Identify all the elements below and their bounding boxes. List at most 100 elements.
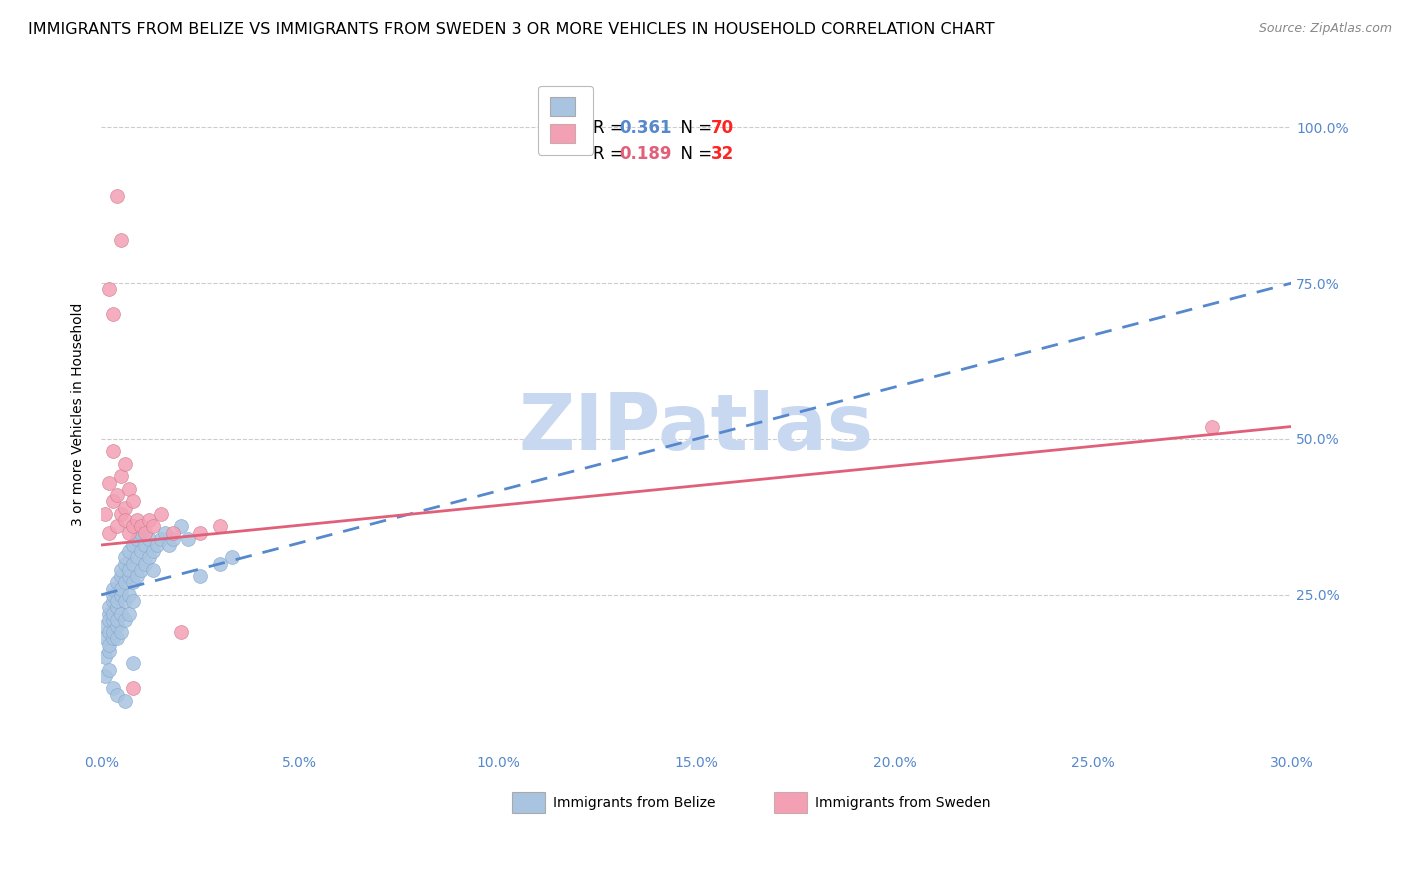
Point [169, 625, 191, 640]
Point [153, 525, 176, 540]
Point [114, 550, 136, 565]
Point [122, 494, 145, 508]
Point [149, 507, 172, 521]
Point [114, 500, 136, 515]
Text: IMMIGRANTS FROM BELIZE VS IMMIGRANTS FROM SWEDEN 3 OR MORE VEHICLES IN HOUSEHOLD: IMMIGRANTS FROM BELIZE VS IMMIGRANTS FRO… [28, 22, 995, 37]
Point [101, 307, 124, 321]
Point [118, 563, 141, 577]
Point [98, 475, 121, 490]
Point [122, 538, 145, 552]
Point [142, 563, 165, 577]
Point [114, 513, 136, 527]
Point [101, 613, 124, 627]
Y-axis label: 3 or more Vehicles in Household: 3 or more Vehicles in Household [72, 302, 86, 525]
FancyBboxPatch shape [773, 792, 807, 814]
Point [129, 563, 152, 577]
Text: N =: N = [671, 145, 717, 162]
Point [145, 538, 167, 552]
Point [101, 625, 124, 640]
Point [101, 681, 124, 696]
Point [114, 694, 136, 708]
Point [105, 575, 128, 590]
Text: 0.189: 0.189 [619, 145, 672, 162]
Point [105, 688, 128, 702]
Point [1201, 419, 1223, 434]
Point [129, 525, 152, 540]
Point [110, 588, 132, 602]
Point [118, 482, 141, 496]
Point [94, 507, 117, 521]
Point [162, 525, 184, 540]
Point [169, 519, 191, 533]
Point [101, 588, 124, 602]
Text: 0.361: 0.361 [619, 120, 672, 137]
Point [105, 600, 128, 615]
Text: Immigrants from Sweden: Immigrants from Sweden [815, 797, 991, 810]
Point [157, 538, 180, 552]
Point [114, 613, 136, 627]
Point [138, 513, 160, 527]
Point [209, 557, 232, 571]
Point [122, 519, 145, 533]
Point [114, 557, 136, 571]
FancyBboxPatch shape [512, 792, 546, 814]
Text: 70: 70 [710, 120, 734, 137]
Point [114, 575, 136, 590]
Point [134, 557, 156, 571]
Point [190, 569, 212, 583]
Point [101, 607, 124, 621]
Point [105, 632, 128, 646]
Point [101, 444, 124, 458]
Point [190, 525, 212, 540]
Point [94, 669, 117, 683]
Point [105, 189, 128, 203]
Point [110, 469, 132, 483]
Point [98, 638, 121, 652]
Point [138, 550, 160, 565]
Point [114, 594, 136, 608]
Point [142, 519, 165, 533]
Point [162, 532, 184, 546]
Point [98, 663, 121, 677]
Point [122, 657, 145, 671]
Point [122, 575, 145, 590]
Point [118, 569, 141, 583]
Point [129, 544, 152, 558]
Point [122, 681, 145, 696]
Point [105, 519, 128, 533]
Point [98, 607, 121, 621]
Text: R =: R = [593, 145, 628, 162]
Point [98, 644, 121, 658]
Point [122, 557, 145, 571]
Point [118, 588, 141, 602]
Text: Immigrants from Belize: Immigrants from Belize [554, 797, 716, 810]
Text: Source: ZipAtlas.com: Source: ZipAtlas.com [1258, 22, 1392, 36]
Point [98, 600, 121, 615]
Point [105, 619, 128, 633]
Point [110, 625, 132, 640]
Point [105, 594, 128, 608]
Point [94, 632, 117, 646]
Point [129, 519, 152, 533]
Point [125, 513, 148, 527]
Point [118, 525, 141, 540]
Text: N =: N = [671, 120, 717, 137]
Point [221, 550, 243, 565]
Point [134, 538, 156, 552]
Point [177, 532, 200, 546]
Point [110, 233, 132, 247]
Point [125, 532, 148, 546]
Point [209, 519, 232, 533]
Point [101, 494, 124, 508]
Point [110, 569, 132, 583]
Point [105, 613, 128, 627]
Text: ZIPatlas: ZIPatlas [519, 390, 873, 466]
Point [101, 594, 124, 608]
Point [122, 594, 145, 608]
Point [101, 632, 124, 646]
Point [134, 525, 156, 540]
Point [114, 457, 136, 471]
Text: 32: 32 [710, 145, 734, 162]
Point [105, 488, 128, 502]
Point [125, 550, 148, 565]
